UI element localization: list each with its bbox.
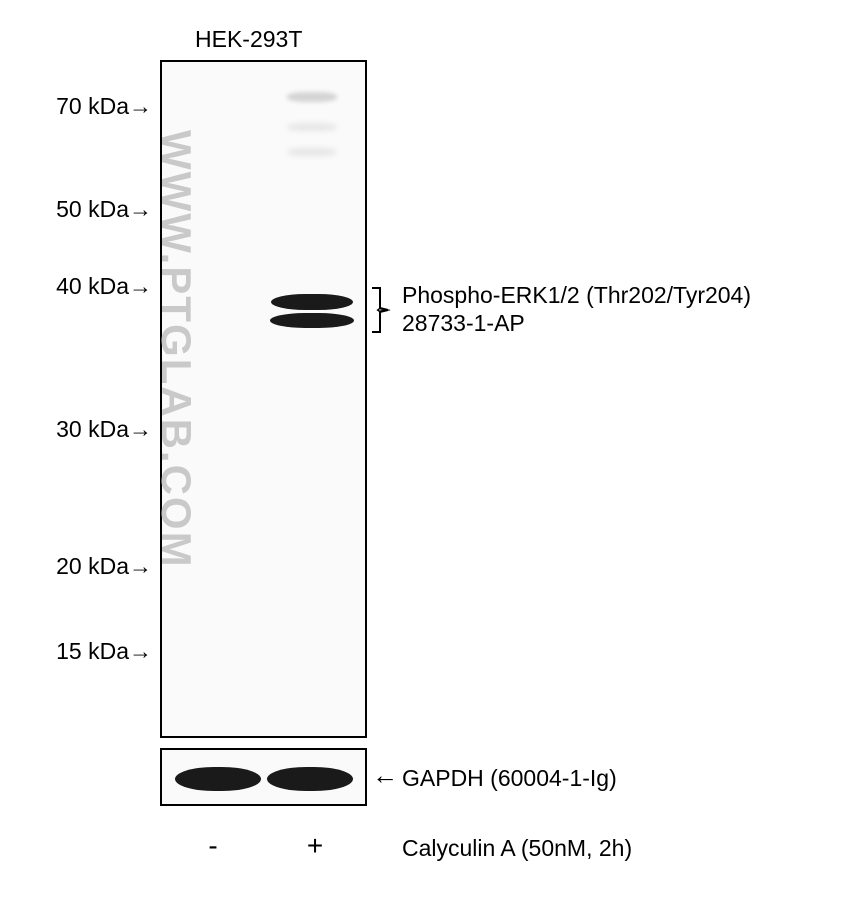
arrow-right-icon: → [129, 196, 152, 223]
target-label-line1: Phospho-ERK1/2 (Thr202/Tyr204) [402, 282, 751, 309]
mw-text: 50 kDa [56, 196, 129, 222]
mw-marker: 30 kDa→ [40, 416, 152, 443]
arrow-right-icon: → [129, 93, 152, 120]
mw-text: 40 kDa [56, 273, 129, 299]
gapdh-label: GAPDH (60004-1-Ig) [402, 765, 617, 792]
blot-band [270, 313, 354, 328]
band-arrow-icon: ← [372, 293, 395, 320]
arrow-right-icon: → [129, 553, 152, 580]
blot-band [271, 294, 353, 310]
mw-text: 15 kDa [56, 638, 129, 664]
mw-marker: 40 kDa→ [40, 273, 152, 300]
target-label-line2: 28733-1-AP [402, 310, 525, 337]
mw-marker: 50 kDa→ [40, 196, 152, 223]
treatment-minus: - [198, 830, 228, 862]
blot-band [287, 148, 337, 156]
mw-marker: 15 kDa→ [40, 638, 152, 665]
mw-text: 30 kDa [56, 416, 129, 442]
mw-text: 20 kDa [56, 553, 129, 579]
mw-marker: 70 kDa→ [40, 93, 152, 120]
gapdh-band [267, 767, 353, 791]
arrow-right-icon: → [129, 416, 152, 443]
gapdh-arrow-icon: ← [372, 760, 398, 791]
cell-line-label: HEK-293T [195, 26, 302, 53]
arrow-right-icon: → [129, 273, 152, 300]
treatment-description: Calyculin A (50nM, 2h) [402, 835, 632, 862]
treatment-plus: + [300, 830, 330, 862]
gapdh-band [175, 767, 261, 791]
blot-band [287, 92, 337, 102]
arrow-right-icon: → [129, 638, 152, 665]
mw-marker: 20 kDa→ [40, 553, 152, 580]
figure-container: HEK-293T 70 kDa→50 kDa→40 kDa→30 kDa→20 … [0, 0, 850, 903]
blot-band [287, 123, 337, 131]
mw-text: 70 kDa [56, 93, 129, 119]
blot-main [160, 60, 367, 738]
blot-gapdh [160, 748, 367, 806]
